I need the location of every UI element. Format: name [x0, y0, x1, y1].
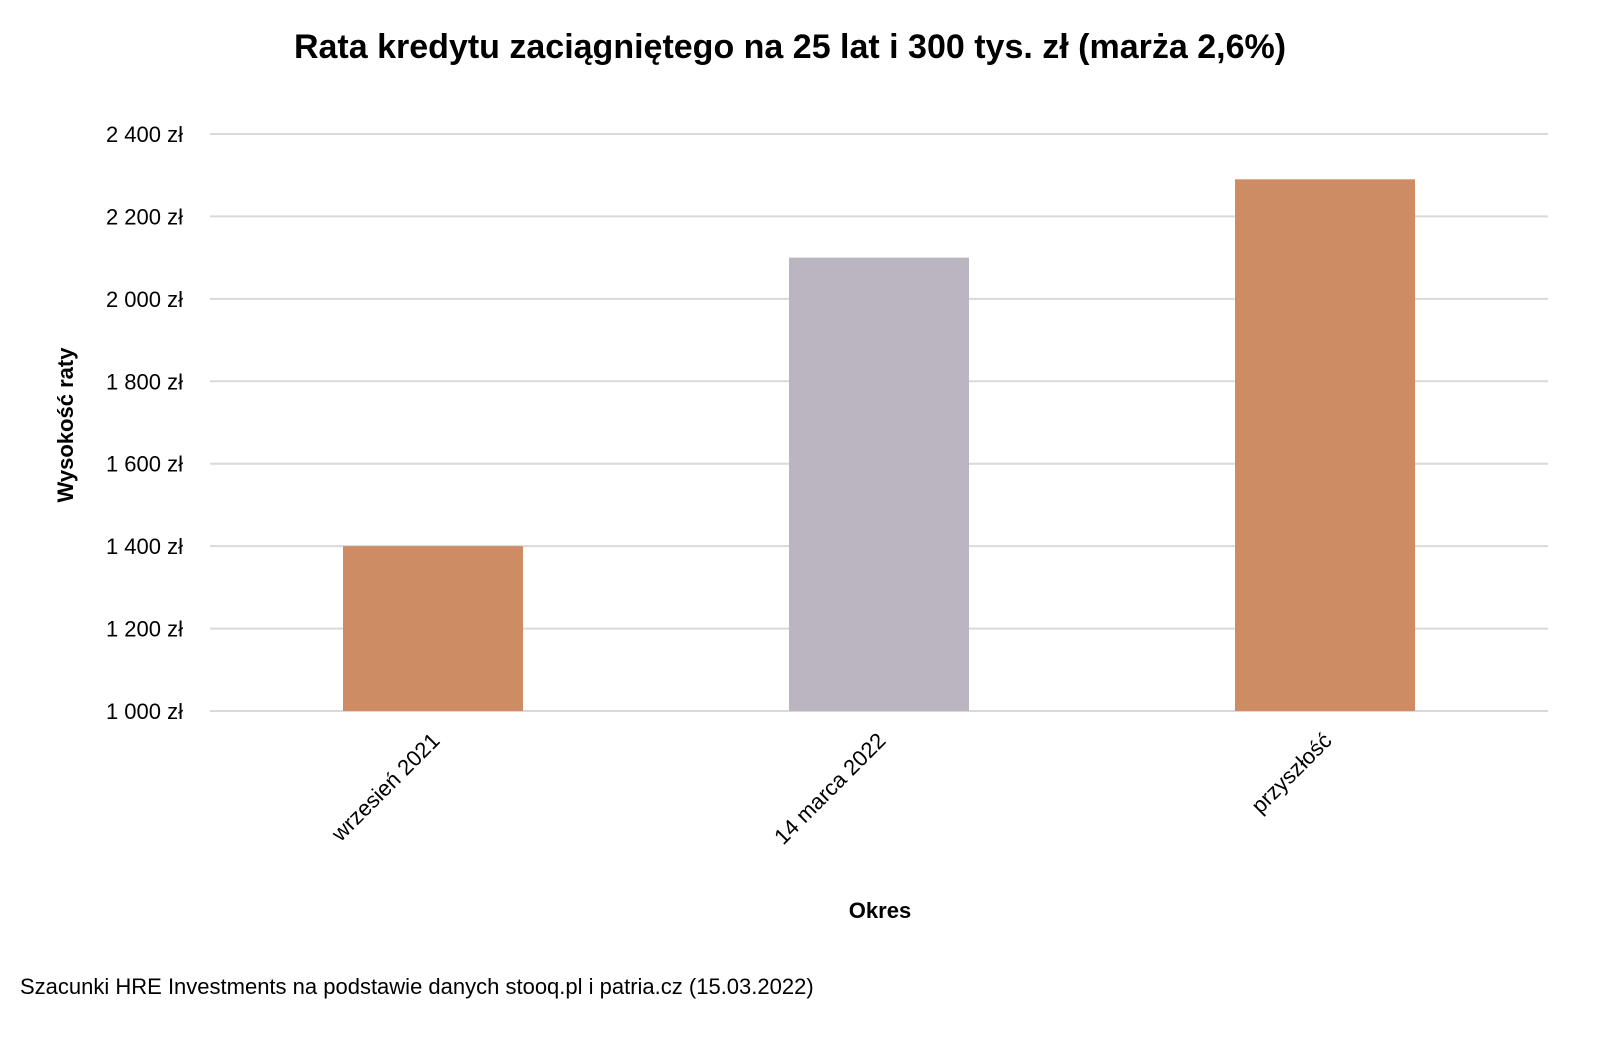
y-tick-label: 2 400 zł: [106, 122, 183, 147]
x-tick-label: wrzesień 2021: [326, 728, 445, 847]
chart-title: Rata kredytu zaciągniętego na 25 lat i 3…: [293, 28, 1287, 66]
y-tick-label: 1 000 zł: [106, 699, 183, 724]
x-tick-label: 14 marca 2022: [769, 728, 890, 849]
y-tick-label: 1 400 zł: [106, 534, 183, 559]
y-tick-label: 1 200 zł: [106, 617, 183, 642]
y-tick-label: 2 200 zł: [106, 204, 183, 229]
bar: [343, 546, 523, 711]
y-tick-label: 1 800 zł: [106, 369, 183, 394]
source-note: Szacunki HRE Investments na podstawie da…: [20, 974, 814, 999]
x-tick-label: przyszłość: [1246, 728, 1336, 818]
bar: [789, 257, 969, 711]
bar: [1235, 179, 1415, 712]
x-axis-label: Okres: [848, 898, 912, 923]
y-tick-label: 1 600 zł: [106, 452, 183, 477]
y-tick-label: 2 000 zł: [106, 287, 183, 312]
